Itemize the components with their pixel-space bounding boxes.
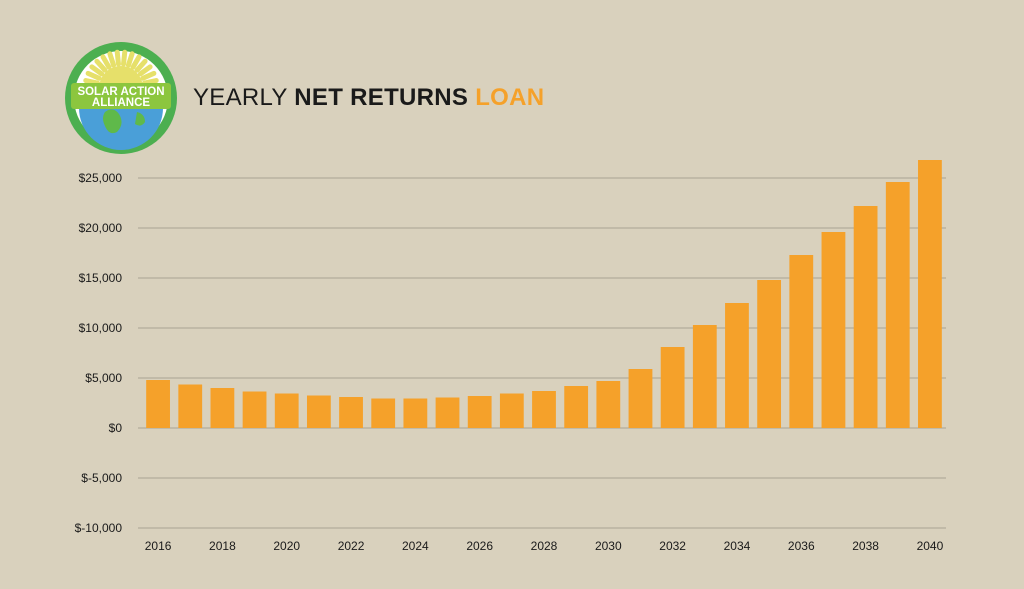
x-tick-label: 2038 [852, 539, 879, 553]
x-tick-label: 2020 [273, 539, 300, 553]
x-tick-label: 2032 [659, 539, 686, 553]
bar-2021 [306, 395, 331, 428]
bar-2040 [918, 160, 942, 428]
title-part-loan: LOAN [468, 84, 545, 111]
bar-2025 [435, 397, 460, 428]
bar-2032 [660, 347, 685, 428]
y-tick-label: $10,000 [79, 321, 123, 335]
y-tick-label: $20,000 [79, 221, 123, 235]
title-part-net-returns: NET RETURNS [294, 84, 469, 111]
y-tick-label: $25,000 [79, 171, 123, 185]
bars [146, 160, 942, 428]
bar-2039 [885, 182, 910, 428]
sun-ray [83, 78, 101, 86]
y-tick-label: $5,000 [85, 371, 122, 385]
x-tick-label: 2028 [531, 539, 558, 553]
x-tick-label: 2040 [917, 539, 944, 553]
sun-ray [134, 58, 148, 73]
x-tick-label: 2036 [788, 539, 815, 553]
x-tick-label: 2030 [595, 539, 622, 553]
y-tick-label: $15,000 [79, 271, 123, 285]
sun-ray [125, 51, 135, 68]
bar-2017 [178, 384, 203, 428]
bar-2022 [339, 397, 363, 428]
x-axis-ticks: 2016 2018 2020 2022 2024 2026 2028 2030 2032 2034… [145, 539, 944, 553]
sun-ray [137, 64, 153, 77]
x-tick-label: 2018 [209, 539, 236, 553]
y-tick-label: $-10,000 [75, 521, 123, 535]
sun-ray [89, 64, 105, 77]
y-tick-label: $-5,000 [81, 471, 122, 485]
sun-ray [114, 49, 121, 67]
bar-2018 [210, 388, 235, 428]
x-tick-label: 2024 [402, 539, 429, 553]
chart-title: YEARLY NET RETURNS LOAN [193, 84, 544, 112]
bar-2033 [692, 325, 717, 428]
sun-ray [121, 49, 128, 67]
bar-2030 [596, 381, 621, 428]
sun-ray [140, 70, 157, 81]
y-axis-ticks: $25,000 $20,000 $15,000 $10,000 $5,000 $0 $-5,… [75, 171, 123, 535]
y-tick-label: $0 [109, 421, 123, 435]
solar-action-alliance-logo: SOLAR ACTION ALLIANCE [65, 42, 177, 154]
bar-2035 [757, 280, 782, 428]
bar-2038 [853, 206, 878, 428]
bar-2037 [821, 232, 846, 428]
sun-ray [107, 51, 117, 68]
bar-2029 [564, 386, 589, 428]
bar-2028 [532, 391, 556, 428]
bar-2019 [242, 391, 267, 428]
sun-ray [85, 70, 102, 81]
logo-text-line1: SOLAR ACTION [77, 86, 164, 98]
bar-2024 [403, 398, 428, 428]
bar-2026 [467, 396, 492, 428]
x-tick-label: 2016 [145, 539, 172, 553]
bar-2023 [371, 398, 396, 428]
sun-ray [130, 54, 142, 70]
title-part-yearly: YEARLY [193, 84, 295, 111]
bar-2027 [499, 393, 524, 428]
x-tick-label: 2034 [724, 539, 751, 553]
sun-ray [100, 54, 112, 70]
bar-2031 [628, 369, 653, 428]
bar-2016 [146, 380, 170, 428]
bar-2034 [725, 303, 749, 428]
x-tick-label: 2026 [466, 539, 493, 553]
sun-ray [141, 78, 159, 86]
x-tick-label: 2022 [338, 539, 365, 553]
bar-2020 [274, 393, 299, 428]
bar-2036 [789, 255, 814, 428]
sun-ray [94, 58, 108, 73]
logo-text-line2: ALLIANCE [92, 97, 150, 109]
